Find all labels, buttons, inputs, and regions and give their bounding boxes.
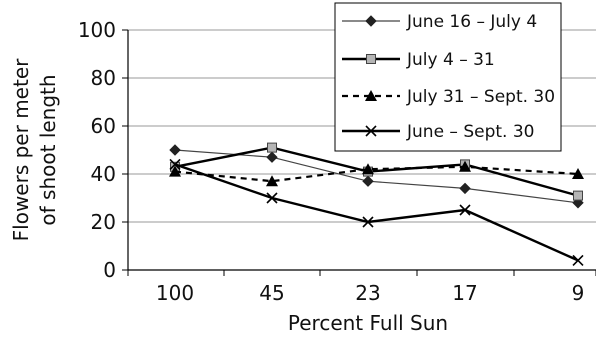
legend-item: June – Sept. 30 — [342, 122, 534, 142]
legend-item: July 31 – Sept. 30 — [342, 87, 555, 107]
series-2 — [170, 142, 583, 201]
x-marker-stroke — [266, 192, 278, 204]
series-lines — [169, 142, 584, 266]
series-line — [174, 146, 579, 197]
x-tick-label: 45 — [259, 281, 284, 305]
y-tick-label: 60 — [91, 114, 116, 138]
data-point-x — [572, 254, 584, 266]
axes — [122, 29, 596, 276]
x-tick-label: 9 — [572, 281, 585, 305]
data-point-x — [266, 192, 278, 204]
x-tick-label: 23 — [355, 281, 380, 305]
y-tick-label: 80 — [91, 66, 116, 90]
data-point-triangle — [362, 163, 374, 175]
legend: June 16 – July 4 July 4 – 31 July 31 – Sep… — [334, 2, 562, 152]
data-point-diamond — [362, 175, 374, 187]
legend-label: June 16 – July 4 — [406, 12, 537, 32]
data-point-square — [267, 142, 277, 153]
y-tick-label: 20 — [91, 210, 116, 234]
legend-item: June 16 – July 4 — [342, 12, 537, 32]
data-point-diamond — [169, 144, 181, 156]
legend-label: July 31 – Sept. 30 — [406, 87, 555, 107]
data-point-triangle — [266, 175, 278, 187]
x-tick-label: 17 — [452, 281, 477, 305]
x-tick-labels: 100 45 23 17 9 — [156, 281, 584, 305]
y-axis-title-line1: Flowers per meter — [9, 58, 33, 241]
y-tick-label: 40 — [91, 162, 116, 186]
data-point-diamond — [459, 182, 471, 195]
data-point-square — [366, 54, 376, 64]
y-axis-title-line2: of shoot length — [36, 74, 60, 225]
data-point-x — [459, 204, 471, 216]
series-3 — [169, 160, 584, 187]
series-4 — [169, 158, 584, 266]
x-axis-title: Percent Full Sun — [288, 311, 448, 335]
data-point-triangle — [169, 165, 181, 177]
legend-box — [334, 2, 562, 152]
x-marker-stroke — [365, 125, 377, 137]
x-marker-stroke — [169, 158, 181, 170]
data-point-diamond — [365, 15, 377, 27]
x-marker-stroke — [459, 204, 471, 216]
data-point-x — [365, 125, 377, 137]
data-point-square — [573, 190, 583, 201]
legend-label: July 4 – 31 — [406, 50, 495, 70]
y-tick-label: 100 — [78, 18, 116, 42]
y-tick-label: 0 — [103, 258, 116, 282]
x-marker-stroke — [362, 216, 374, 228]
series-line — [174, 149, 579, 204]
legend-item: July 4 – 31 — [342, 50, 495, 70]
x-tick-label: 100 — [156, 281, 194, 305]
data-point-triangle — [365, 90, 377, 101]
y-tick-labels: 0 20 40 60 80 100 — [78, 18, 116, 282]
data-point-triangle — [572, 168, 584, 179]
legend-items: June 16 – July 4 July 4 – 31 July 31 – Sep… — [342, 12, 555, 142]
data-point-x — [169, 158, 181, 170]
legend-label: June – Sept. 30 — [406, 122, 534, 142]
data-point-triangle — [459, 160, 471, 172]
x-marker-stroke — [572, 254, 584, 266]
data-point-x — [362, 216, 374, 228]
data-point-diamond — [266, 151, 278, 163]
